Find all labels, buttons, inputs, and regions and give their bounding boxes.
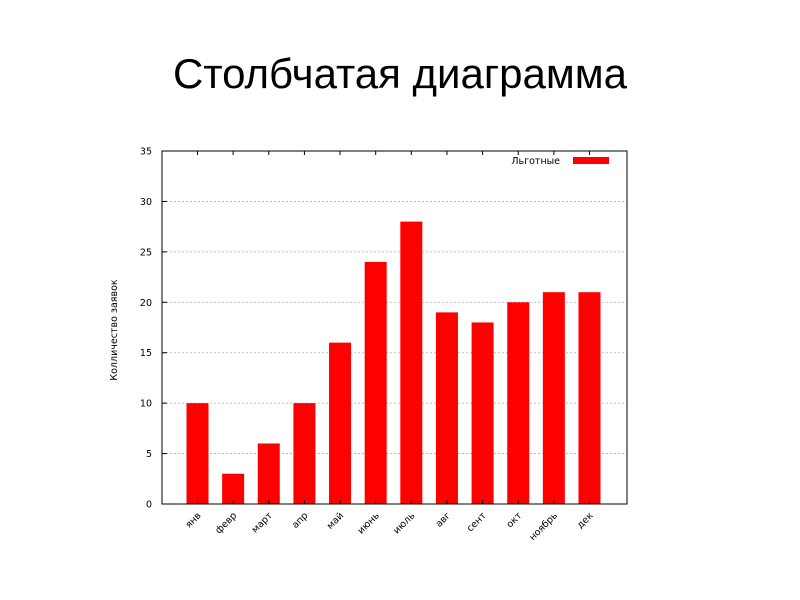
bar-0 bbox=[186, 403, 209, 504]
bar-3 bbox=[293, 403, 316, 504]
legend-label: Льготные bbox=[511, 156, 560, 167]
gridlines bbox=[162, 201, 627, 454]
y-tick-label: 0 bbox=[146, 500, 152, 511]
y-axis-ticks: 0 5 10 15 20 25 30 35 bbox=[140, 147, 167, 511]
bar-10 bbox=[542, 292, 565, 504]
legend-swatch bbox=[573, 157, 609, 164]
x-tick-label: июнь bbox=[356, 510, 382, 536]
bar-series bbox=[186, 221, 601, 504]
bar-9 bbox=[507, 302, 530, 504]
y-tick-label: 10 bbox=[140, 399, 152, 410]
bar-5 bbox=[364, 261, 387, 504]
y-axis-label: Колличество заявок bbox=[109, 279, 120, 381]
legend: Льготные bbox=[511, 156, 609, 167]
x-tick-label: сент bbox=[465, 510, 489, 534]
x-tick-label: апр bbox=[290, 510, 311, 531]
slide-title: Столбчатая диаграмма bbox=[172, 50, 628, 97]
y-tick-label: 15 bbox=[140, 348, 152, 359]
bar-8 bbox=[471, 322, 494, 504]
x-tick-label: янв bbox=[183, 510, 203, 530]
y-tick-label: 5 bbox=[146, 449, 152, 460]
x-tick-label: март bbox=[250, 510, 275, 535]
bar-6 bbox=[400, 221, 423, 504]
y-tick-label: 30 bbox=[140, 197, 152, 208]
x-tick-label: февр bbox=[213, 510, 239, 536]
x-tick-label: авг bbox=[434, 510, 453, 529]
y-tick-label: 35 bbox=[140, 147, 152, 158]
bar-7 bbox=[435, 312, 458, 504]
x-tick-label: дек bbox=[575, 510, 596, 531]
bar-1 bbox=[222, 473, 245, 504]
x-tick-label: май bbox=[325, 510, 346, 531]
x-axis-ticks: янв февр март апр май июнь июль авг сент окт ноябр… bbox=[183, 151, 596, 543]
bar-11 bbox=[578, 292, 601, 504]
y-tick-label: 20 bbox=[140, 298, 152, 309]
x-tick-label: окт bbox=[504, 510, 524, 530]
x-tick-label: июль bbox=[391, 510, 417, 536]
plot-frame bbox=[161, 150, 628, 505]
x-tick-label: ноябрь bbox=[527, 510, 560, 543]
bar-2 bbox=[257, 443, 280, 504]
bar-4 bbox=[329, 342, 352, 504]
y-tick-label: 25 bbox=[140, 247, 152, 258]
